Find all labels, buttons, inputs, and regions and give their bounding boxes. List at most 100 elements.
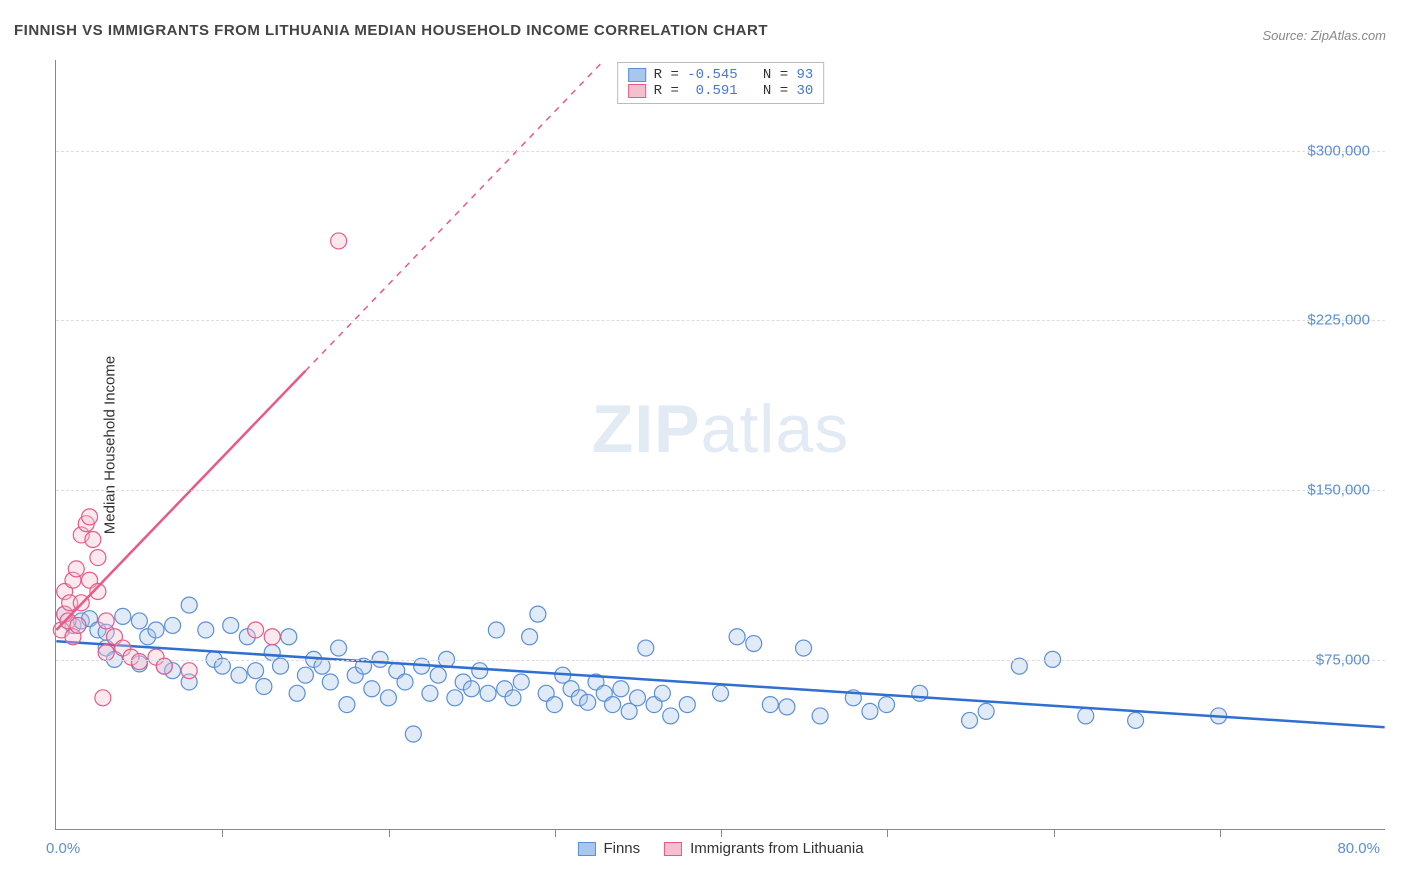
trendline [56,371,305,630]
y-tick-label: $75,000 [1316,652,1370,669]
plot-area: Median Household Income ZIPatlas R = -0.… [55,60,1385,830]
legend-swatch [664,842,682,856]
data-point [613,681,629,697]
data-point [248,663,264,679]
data-point [68,561,84,577]
chart-container: FINNISH VS IMMIGRANTS FROM LITHUANIA MED… [0,0,1406,892]
scatter-svg [56,60,1385,829]
legend-top-row: R = -0.545 N = 93 [628,67,814,83]
data-point [505,690,521,706]
legend-bottom: Finns Immigrants from Lithuania [577,840,863,857]
chart-title: FINNISH VS IMMIGRANTS FROM LITHUANIA MED… [14,22,768,39]
x-tick [1054,829,1055,837]
data-point [85,532,101,548]
legend-top: R = -0.545 N = 93R = 0.591 N = 30 [617,62,825,104]
data-point [131,654,147,670]
data-point [95,690,111,706]
data-point [131,613,147,629]
x-label-max: 80.0% [1337,840,1380,857]
gridline [56,660,1385,661]
data-point [430,667,446,683]
data-point [231,667,247,683]
legend-bottom-item: Immigrants from Lithuania [664,840,863,857]
legend-swatch [577,842,595,856]
data-point [654,685,670,701]
data-point [82,509,98,525]
x-tick [887,829,888,837]
data-point [181,663,197,679]
data-point [746,636,762,652]
data-point [679,697,695,713]
data-point [713,685,729,701]
data-point [70,617,86,633]
data-point [331,640,347,656]
data-point [115,608,131,624]
data-point [879,697,895,713]
data-point [480,685,496,701]
data-point [322,674,338,690]
y-tick-label: $150,000 [1307,482,1370,499]
data-point [629,690,645,706]
legend-top-row: R = 0.591 N = 30 [628,83,814,99]
data-point [663,708,679,724]
data-point [405,726,421,742]
data-point [98,613,114,629]
data-point [779,699,795,715]
legend-stats: R = 0.591 N = 30 [654,83,814,99]
data-point [1128,712,1144,728]
gridline [56,320,1385,321]
data-point [546,697,562,713]
data-point [98,645,114,661]
legend-swatch [628,84,646,98]
data-point [530,606,546,622]
data-point [463,681,479,697]
data-point [472,663,488,679]
x-tick [555,829,556,837]
data-point [148,622,164,638]
data-point [198,622,214,638]
data-point [796,640,812,656]
data-point [812,708,828,724]
legend-bottom-item: Finns [577,840,640,857]
data-point [248,622,264,638]
source-label: Source: ZipAtlas.com [1262,28,1386,43]
data-point [422,685,438,701]
legend-stats: R = -0.545 N = 93 [654,67,814,83]
data-point [447,690,463,706]
legend-swatch [628,68,646,82]
x-tick [1220,829,1221,837]
data-point [580,694,596,710]
data-point [165,617,181,633]
data-point [297,667,313,683]
data-point [331,233,347,249]
data-point [638,640,654,656]
data-point [339,697,355,713]
gridline [56,490,1385,491]
legend-label: Immigrants from Lithuania [690,840,863,857]
data-point [264,629,280,645]
data-point [281,629,297,645]
data-point [513,674,529,690]
data-point [912,685,928,701]
data-point [1078,708,1094,724]
data-point [605,697,621,713]
x-tick [222,829,223,837]
trendline [56,641,1384,727]
trendline-dashed [305,60,604,371]
data-point [488,622,504,638]
legend-label: Finns [603,840,640,857]
data-point [380,690,396,706]
data-point [223,617,239,633]
y-tick-label: $300,000 [1307,142,1370,159]
data-point [729,629,745,645]
x-label-min: 0.0% [46,840,80,857]
data-point [256,679,272,695]
data-point [90,550,106,566]
data-point [397,674,413,690]
data-point [181,597,197,613]
data-point [862,703,878,719]
x-tick [721,829,722,837]
gridline [56,151,1385,152]
data-point [978,703,994,719]
data-point [364,681,380,697]
